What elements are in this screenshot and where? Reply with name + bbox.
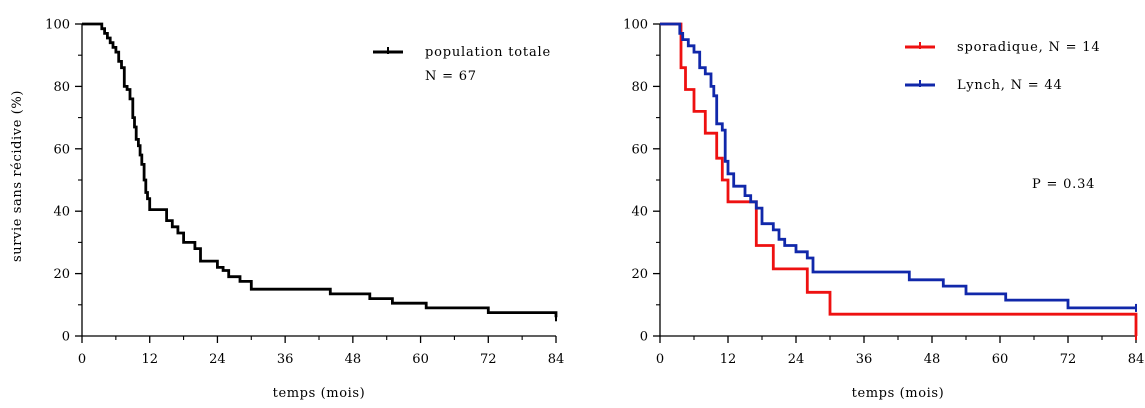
chart-panel-total: 0 20 40 60 80 100 0 12 24 36 48 60 72 84 temps (mois) s… — [10, 18, 564, 402]
y-tick-label: 100 — [623, 18, 648, 33]
x-tick-label: 36 — [856, 352, 873, 367]
x-tick-label: 0 — [78, 352, 86, 367]
x-tick-label: 60 — [992, 352, 1009, 367]
y-tick-label: 60 — [631, 142, 648, 157]
p-value-annotation: P = 0.34 — [1032, 177, 1095, 192]
x-tick-label: 12 — [720, 352, 737, 367]
y-tick-label: 100 — [45, 18, 70, 33]
survival-curve-lynch — [660, 22, 1136, 310]
x-tick-label: 84 — [548, 352, 565, 367]
survival-curve-sporadique — [660, 22, 1138, 336]
legend-label: population totale — [425, 45, 551, 60]
survival-curve-total — [82, 22, 558, 318]
legend-label: sporadique, N = 14 — [957, 40, 1100, 55]
y-tick-label: 0 — [62, 330, 70, 345]
y-axis-label: survie sans récidive (%) — [10, 90, 25, 262]
x-axis-label: temps (mois) — [852, 386, 945, 401]
y-tick-label: 80 — [631, 80, 648, 95]
x-tick-label: 72 — [480, 352, 497, 367]
x-tick-label: 12 — [141, 352, 158, 367]
x-axis-label: temps (mois) — [273, 386, 366, 401]
x-tick-label: 48 — [345, 352, 362, 367]
x-tick-label: 72 — [1060, 352, 1077, 367]
legend-label-line2: N = 67 — [425, 69, 477, 84]
x-tick-label: 60 — [412, 352, 429, 367]
y-tick-label: 40 — [631, 205, 648, 220]
legend-label: Lynch, N = 44 — [957, 78, 1063, 93]
x-tick-label: 24 — [788, 352, 805, 367]
x-tick-label: 0 — [656, 352, 664, 367]
y-tick-label: 40 — [53, 205, 70, 220]
y-tick-label: 80 — [53, 80, 70, 95]
x-tick-label: 48 — [924, 352, 941, 367]
y-tick-label: 20 — [631, 267, 648, 282]
x-tick-label: 24 — [209, 352, 226, 367]
chart-panel-groups: 0 20 40 60 80 100 0 12 24 36 48 60 72 84 temps (mois) s… — [623, 18, 1144, 402]
x-tick-label: 84 — [1128, 352, 1145, 367]
x-tick-label: 36 — [277, 352, 294, 367]
y-tick-label: 0 — [640, 330, 648, 345]
y-tick-label: 20 — [53, 267, 70, 282]
y-tick-label: 60 — [53, 142, 70, 157]
